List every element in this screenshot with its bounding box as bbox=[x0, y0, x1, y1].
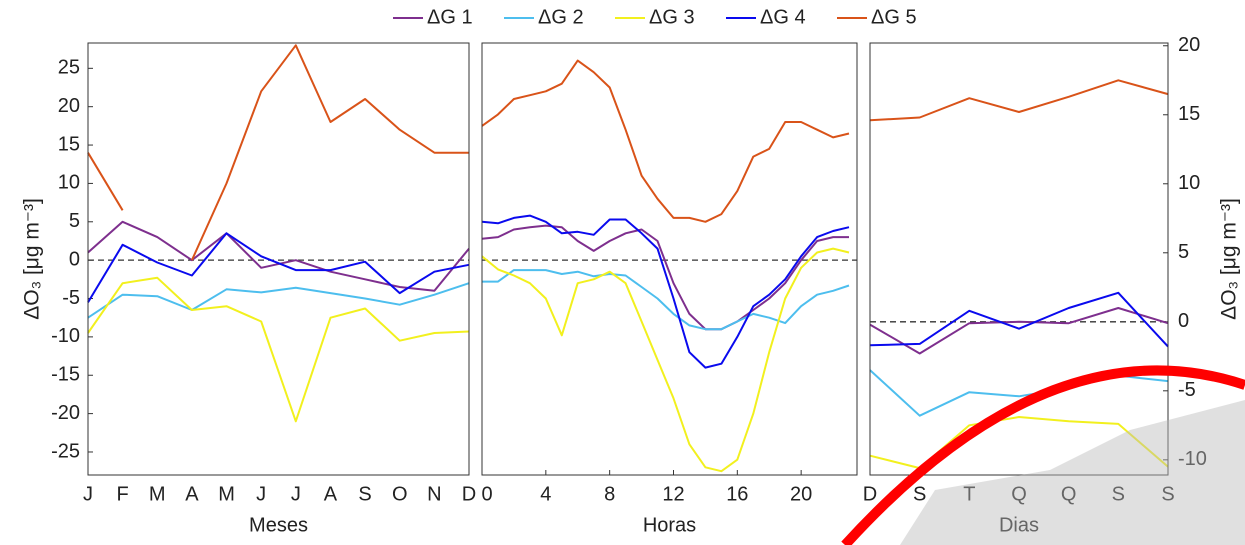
y-tick-label: 5 bbox=[69, 210, 80, 232]
y-axis-label: ΔO₃ [μg m⁻³] bbox=[21, 198, 44, 320]
x-tick-label: D bbox=[462, 483, 476, 505]
x-tick-label: S bbox=[358, 483, 371, 505]
series-line bbox=[869, 307, 1169, 355]
series-line bbox=[869, 291, 1169, 348]
y-tick-label: 25 bbox=[58, 57, 80, 79]
series-line bbox=[482, 269, 850, 331]
watermark bbox=[900, 400, 1245, 545]
y-tick-label: 20 bbox=[58, 95, 80, 117]
series-line bbox=[481, 214, 850, 369]
x-tick-label: Q bbox=[1011, 483, 1027, 505]
legend-label: ΔG 5 bbox=[871, 6, 917, 28]
x-tick-label: J bbox=[83, 483, 93, 505]
series-line bbox=[87, 282, 470, 319]
series-line bbox=[87, 276, 470, 423]
x-axis-label: Horas bbox=[643, 514, 696, 536]
y-tick-label: -20 bbox=[51, 402, 80, 424]
plot-frame bbox=[87, 42, 470, 476]
y-tick-label: 0 bbox=[69, 248, 80, 270]
y-tick-label: 20 bbox=[1178, 34, 1200, 56]
x-tick-label: T bbox=[963, 483, 975, 505]
x-tick-label: 16 bbox=[726, 483, 748, 505]
x-tick-label: S bbox=[913, 483, 926, 505]
y-tick-label: -15 bbox=[51, 364, 80, 386]
legend-label: ΔG 1 bbox=[427, 6, 473, 28]
y-tick-label: 5 bbox=[1178, 241, 1189, 263]
plot-frame bbox=[869, 42, 1169, 476]
x-tick-label: 20 bbox=[790, 483, 812, 505]
y-tick-label: -5 bbox=[62, 287, 80, 309]
legend-label: ΔG 4 bbox=[760, 6, 806, 28]
x-tick-label: J bbox=[291, 483, 301, 505]
legend-label: ΔG 3 bbox=[649, 6, 695, 28]
y-tick-label: 10 bbox=[1178, 172, 1200, 194]
series-line bbox=[869, 79, 1169, 122]
x-tick-label: A bbox=[185, 483, 199, 505]
plot-frame bbox=[481, 42, 858, 476]
x-tick-label: S bbox=[1161, 483, 1174, 505]
y-tick-label: 15 bbox=[1178, 103, 1200, 125]
plots: J F M A M J J A S O N DMeses-25-20-15-10-5051015202… bbox=[21, 6, 1241, 536]
y-tick-label: -25 bbox=[51, 440, 80, 462]
x-tick-label: Q bbox=[1061, 483, 1077, 505]
y-tick-label: 0 bbox=[1178, 310, 1189, 332]
series-line bbox=[87, 44, 469, 261]
x-tick-label: M bbox=[218, 483, 235, 505]
y-tick-label: 15 bbox=[58, 133, 80, 155]
x-tick-label: 4 bbox=[540, 483, 551, 505]
y-tick-label: -5 bbox=[1178, 379, 1196, 401]
x-tick-label: O bbox=[392, 483, 408, 505]
x-tick-label: 0 bbox=[481, 483, 492, 505]
x-tick-label: 8 bbox=[604, 483, 615, 505]
x-tick-label: D bbox=[863, 483, 877, 505]
x-tick-label: J bbox=[256, 483, 266, 505]
x-tick-label: 12 bbox=[662, 483, 684, 505]
annotation-arc bbox=[841, 365, 1245, 545]
x-axis-label: Meses bbox=[249, 514, 308, 536]
x-tick-label: S bbox=[1112, 483, 1125, 505]
y-tick-label: -10 bbox=[1178, 448, 1207, 470]
x-tick-label: F bbox=[117, 483, 129, 505]
x-tick-label: M bbox=[149, 483, 166, 505]
series-line bbox=[481, 247, 850, 473]
x-axis-label: Dias bbox=[999, 514, 1039, 536]
y-tick-label: -10 bbox=[51, 325, 80, 347]
x-tick-label: N bbox=[427, 483, 441, 505]
y-tick-label: 10 bbox=[58, 172, 80, 194]
series-line bbox=[481, 59, 850, 223]
legend-label: ΔG 2 bbox=[538, 6, 584, 28]
x-tick-label: A bbox=[324, 483, 338, 505]
series-line bbox=[87, 232, 470, 303]
series-line bbox=[481, 224, 849, 331]
y-axis-label: ΔO₃ [μg m⁻³] bbox=[1218, 198, 1241, 320]
